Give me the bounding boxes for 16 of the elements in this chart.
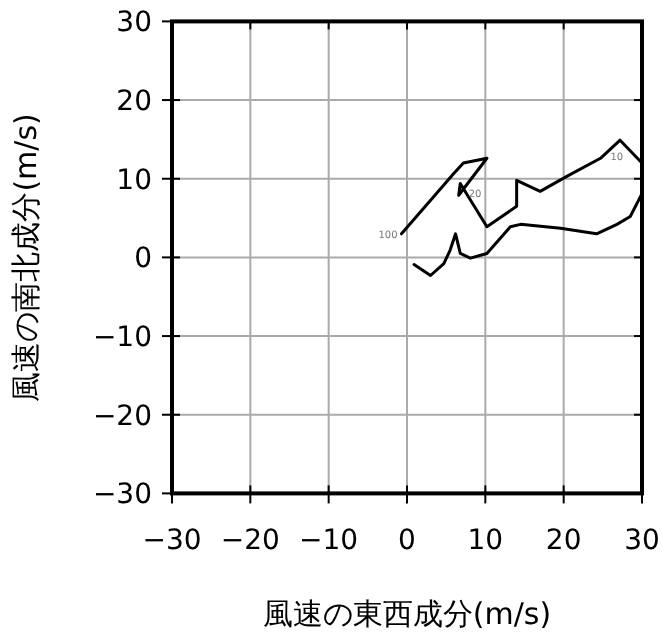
x-tick-label: 0 — [398, 525, 416, 558]
y-tick-label: 0 — [134, 243, 152, 276]
y-tick-label: 30 — [116, 7, 152, 40]
x-tick-label: 10 — [467, 525, 504, 558]
x-tick-label: −30 — [142, 525, 202, 558]
y-axis-title: 風速の南北成分(m/s) — [8, 113, 44, 402]
x-tick-label: 20 — [545, 525, 582, 558]
x-tick-label: 30 — [624, 525, 660, 558]
y-tick-label: 10 — [116, 164, 152, 197]
y-tick-label: −30 — [92, 479, 152, 512]
y-tick-label: 20 — [116, 86, 152, 119]
y-tick-label: −20 — [92, 400, 152, 433]
y-tick-label: −10 — [92, 322, 152, 355]
x-tick-label: −20 — [220, 525, 280, 558]
x-tick-label: −10 — [299, 525, 359, 558]
x-axis-title: 風速の東西成分(m/s) — [262, 596, 552, 632]
